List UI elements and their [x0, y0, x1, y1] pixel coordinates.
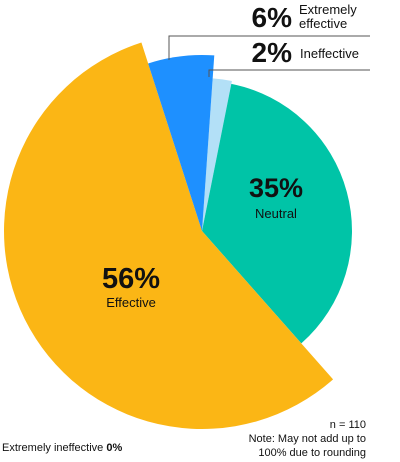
neutral-category-label: Neutral — [255, 206, 297, 221]
effective-category-label: Effective — [106, 295, 156, 310]
neutral-pct-label: 35% — [249, 173, 303, 203]
ineffective-pct-label: 2% — [252, 37, 293, 68]
extremely-effective-pct-label: 6% — [252, 2, 293, 33]
chart-notes: n = 110 Note: May not add up to 100% due… — [186, 418, 366, 460]
extremely-ineffective-note: Extremely ineffective 0% — [2, 442, 122, 454]
rounding-note-line1: Note: May not add up to — [186, 432, 366, 446]
leader-line-ineffective — [209, 70, 370, 77]
ineffective-label: Ineffective — [300, 46, 359, 61]
extremely-ineffective-label: Extremely ineffective — [2, 442, 103, 454]
extremely-ineffective-pct: 0% — [106, 442, 122, 454]
effective-pct-label: 56% — [102, 263, 160, 295]
rounding-note-line2: 100% due to rounding — [186, 446, 366, 460]
sample-size-note: n = 110 — [186, 418, 366, 432]
extremely-effective-label-line2: effective — [299, 16, 347, 31]
extremely-effective-label-line1: Extremely — [299, 2, 357, 17]
